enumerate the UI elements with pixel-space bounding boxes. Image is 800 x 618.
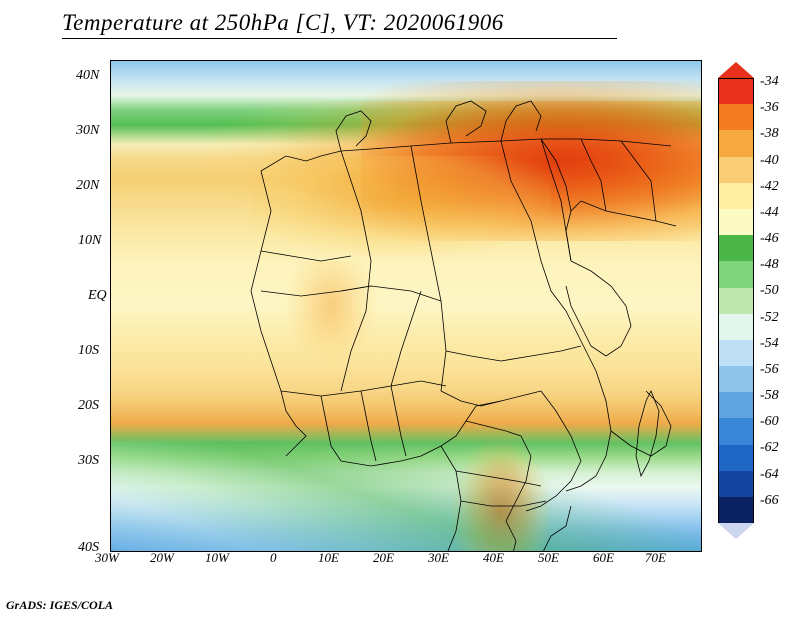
colorbar-label-7: -48 — [760, 257, 779, 273]
colorbar-label-4: -42 — [760, 179, 779, 195]
colorbar-swatch-14 — [718, 445, 754, 471]
colorbar-label-14: -62 — [760, 440, 779, 456]
colorbar-label-10: -54 — [760, 336, 779, 352]
title-underline — [62, 38, 617, 39]
colorbar-swatch-2 — [718, 130, 754, 156]
warm-band-overlay-equatorial — [261, 261, 401, 371]
colorbar-swatch-10 — [718, 340, 754, 366]
xtick-20w: 20W — [150, 550, 174, 566]
colorbar-label-0: -34 — [760, 74, 779, 90]
colorbar-label-9: -52 — [760, 310, 779, 326]
colorbar-label-13: -60 — [760, 414, 779, 430]
ytick-10n: 10N — [78, 233, 101, 249]
grads-plot-page: Temperature at 250hPa [C], VT: 202006190… — [0, 0, 800, 618]
footer-credit: GrADS: IGES/COLA — [6, 598, 113, 613]
warm-band-overlay-1 — [110, 101, 702, 241]
page-title: Temperature at 250hPa [C], VT: 202006190… — [62, 10, 504, 36]
xtick-40e: 40E — [483, 550, 504, 566]
ytick-eq: EQ — [88, 288, 107, 304]
ytick-30n: 30N — [76, 123, 99, 139]
colorbar-swatch-6 — [718, 235, 754, 261]
colorbar-label-5: -44 — [760, 205, 779, 221]
colorbar-swatch-7 — [718, 261, 754, 287]
xtick-10w: 10W — [205, 550, 229, 566]
colorbar-legend — [718, 62, 754, 539]
cool-band-overlay-south — [110, 441, 702, 551]
xtick-30w: 30W — [95, 550, 119, 566]
ytick-10s: 10S — [78, 343, 99, 359]
ytick-20s: 20S — [78, 398, 99, 414]
colorbar-label-11: -56 — [760, 362, 779, 378]
colorbar-label-2: -38 — [760, 126, 779, 142]
country-borders — [111, 61, 701, 551]
xtick-20e: 20E — [373, 550, 394, 566]
colorbar-label-12: -58 — [760, 388, 779, 404]
warm-band-overlay-2 — [361, 81, 702, 241]
colorbar-swatch-5 — [718, 209, 754, 235]
colorbar-apex-bottom — [718, 523, 754, 539]
colorbar-label-1: -36 — [760, 100, 779, 116]
colorbar-label-6: -46 — [760, 231, 779, 247]
colorbar-label-15: -64 — [760, 467, 779, 483]
colorbar-swatch-15 — [718, 471, 754, 497]
colorbar-swatch-11 — [718, 366, 754, 392]
colorbar-swatch-8 — [718, 288, 754, 314]
xtick-30e: 30E — [428, 550, 449, 566]
xtick-10e: 10E — [318, 550, 339, 566]
warm-band-overlay-south-africa — [411, 441, 591, 552]
colorbar-swatch-9 — [718, 314, 754, 340]
ytick-30s: 30S — [78, 453, 99, 469]
colorbar-swatch-3 — [718, 157, 754, 183]
ytick-40n: 40N — [76, 68, 99, 84]
ytick-20n: 20N — [76, 178, 99, 194]
colorbar-swatch-0 — [718, 78, 754, 104]
colorbar-swatch-1 — [718, 104, 754, 130]
colorbar-swatch-4 — [718, 183, 754, 209]
colorbar-swatch-13 — [718, 418, 754, 444]
xtick-60e: 60E — [593, 550, 614, 566]
colorbar-swatch-12 — [718, 392, 754, 418]
map-panel — [110, 60, 702, 552]
colorbar-label-16: -66 — [760, 493, 779, 509]
xtick-70e: 70E — [645, 550, 666, 566]
warm-band-overlay-sahara — [251, 156, 551, 266]
colorbar-swatch-16 — [718, 497, 754, 523]
colorbar-label-8: -50 — [760, 283, 779, 299]
xtick-0: 0 — [270, 550, 277, 566]
xtick-50e: 50E — [538, 550, 559, 566]
colorbar-apex-top — [718, 62, 754, 78]
colorbar-label-3: -40 — [760, 153, 779, 169]
